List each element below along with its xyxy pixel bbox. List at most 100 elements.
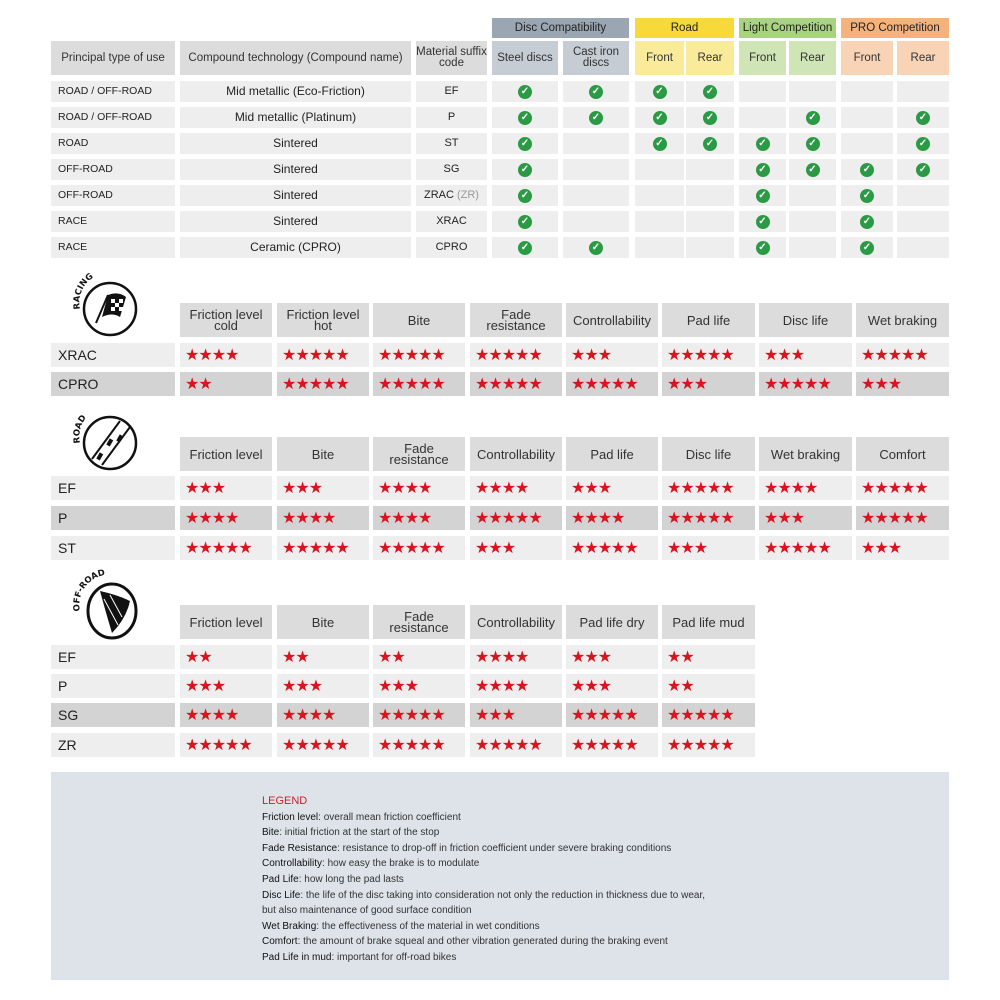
star-rating: ★★★★★ — [662, 506, 755, 530]
check-cell — [789, 81, 836, 102]
check-icon: ✓ — [805, 136, 820, 151]
row-code: SG — [51, 703, 175, 727]
star-rating: ★★ — [662, 674, 755, 698]
star-rating: ★★★★★ — [470, 733, 562, 757]
check-cell: ✓ — [739, 211, 786, 232]
use-cell: RACE — [51, 211, 175, 232]
rating-column-header: Bite — [373, 303, 465, 337]
legend-term: Comfort — [262, 936, 298, 948]
legend-description: : how long the pad lasts — [298, 873, 404, 885]
code-cell: EF — [416, 81, 487, 102]
legend-item: Controllability: how easy the brake is t… — [262, 856, 705, 872]
star-rating: ★★★ — [566, 645, 658, 669]
legend-item: Pad Life in mud: important for off-road … — [262, 950, 705, 966]
check-cell — [635, 211, 684, 232]
check-cell: ✓ — [789, 159, 836, 180]
check-icon: ✓ — [589, 110, 603, 125]
column-header: Rear — [789, 41, 836, 75]
rating-column-header: Disc life — [759, 303, 852, 337]
check-cell: ✓ — [492, 107, 558, 128]
legend-item: Disc Life: the life of the disc taking i… — [262, 888, 705, 904]
star-rating: ★★★ — [277, 674, 369, 698]
check-cell: ✓ — [739, 237, 786, 258]
use-cell: RACE — [51, 237, 175, 258]
legend-term: Disc Life — [262, 889, 301, 901]
star-rating: ★★★★★ — [566, 703, 658, 727]
road-icon: ROAD — [70, 401, 150, 473]
star-rating: ★★★★★ — [373, 703, 465, 727]
legend-term: Fade Resistance — [262, 842, 338, 854]
column-header: Front — [635, 41, 684, 75]
row-code: EF — [51, 476, 175, 500]
check-icon: ✓ — [860, 240, 874, 255]
star-rating: ★★★★★ — [373, 733, 465, 757]
check-cell — [686, 211, 734, 232]
rating-column-header: Friction level hot — [277, 303, 369, 337]
compound-cell: Sintered — [180, 185, 411, 206]
check-cell — [563, 185, 629, 206]
check-icon: ✓ — [589, 240, 603, 255]
star-rating: ★★★★★ — [470, 343, 562, 367]
check-cell: ✓ — [492, 185, 558, 206]
rating-column-header: Pad life mud — [662, 605, 755, 639]
star-rating: ★★★★ — [180, 703, 272, 727]
group-header: PRO Competition — [841, 18, 949, 38]
column-header: Material suffix code — [416, 41, 487, 75]
check-cell: ✓ — [841, 159, 893, 180]
star-rating: ★★★★ — [277, 703, 369, 727]
group-header: Disc Compatibility — [492, 18, 629, 38]
check-cell: ✓ — [563, 107, 629, 128]
check-icon: ✓ — [652, 84, 667, 99]
check-icon: ✓ — [518, 240, 532, 255]
star-rating: ★★★★ — [373, 476, 465, 500]
star-rating: ★★★ — [759, 506, 852, 530]
star-rating: ★★★★★ — [662, 476, 755, 500]
legend-term: Pad Life in mud — [262, 951, 332, 963]
group-header: Road — [635, 18, 734, 38]
check-icon: ✓ — [860, 162, 874, 177]
star-rating: ★★★★ — [759, 476, 852, 500]
check-cell — [739, 107, 786, 128]
check-icon: ✓ — [805, 162, 820, 177]
star-rating: ★★ — [277, 645, 369, 669]
row-code: EF — [51, 645, 175, 669]
star-rating: ★★★ — [470, 536, 562, 560]
star-rating: ★★★ — [180, 476, 272, 500]
use-cell: ROAD / OFF-ROAD — [51, 81, 175, 102]
use-cell: ROAD — [51, 133, 175, 154]
legend-term: Bite — [262, 827, 280, 839]
column-header: Rear — [686, 41, 734, 75]
star-rating: ★★★★★ — [277, 343, 369, 367]
check-cell — [789, 237, 836, 258]
check-cell: ✓ — [492, 133, 558, 154]
star-rating: ★★★ — [662, 536, 755, 560]
star-rating: ★★★★ — [470, 645, 562, 669]
rating-column-header: Friction level cold — [180, 303, 272, 337]
check-icon: ✓ — [703, 110, 717, 125]
check-icon: ✓ — [755, 188, 770, 203]
star-rating: ★★★★★ — [856, 343, 949, 367]
star-rating: ★★★★★ — [566, 536, 658, 560]
star-rating: ★★★★★ — [662, 343, 755, 367]
column-header: Front — [841, 41, 893, 75]
column-header: Compound technology (Compound name) — [180, 41, 411, 75]
legend-item: Friction level: overall mean friction co… — [262, 810, 705, 826]
star-rating: ★★ — [662, 645, 755, 669]
legend-description: : the life of the disc taking into consi… — [300, 889, 706, 901]
star-rating: ★★★★★ — [180, 733, 272, 757]
row-code: XRAC — [51, 343, 175, 367]
legend-description: : the effectiveness of the material in w… — [316, 920, 540, 932]
check-icon: ✓ — [518, 214, 532, 229]
legend-box: LEGEND Friction level: overall mean fric… — [51, 772, 949, 980]
star-rating: ★★★★★ — [856, 506, 949, 530]
code-cell: P — [416, 107, 487, 128]
star-rating: ★★★★★ — [566, 733, 658, 757]
check-cell: ✓ — [897, 159, 949, 180]
check-cell — [563, 159, 629, 180]
check-icon: ✓ — [652, 136, 667, 151]
check-icon: ✓ — [652, 110, 667, 125]
legend-item: Comfort: the amount of brake squeal and … — [262, 934, 705, 950]
star-rating: ★★★★★ — [470, 506, 562, 530]
star-rating: ★★★ — [277, 476, 369, 500]
compound-cell: Mid metallic (Eco-Friction) — [180, 81, 411, 102]
